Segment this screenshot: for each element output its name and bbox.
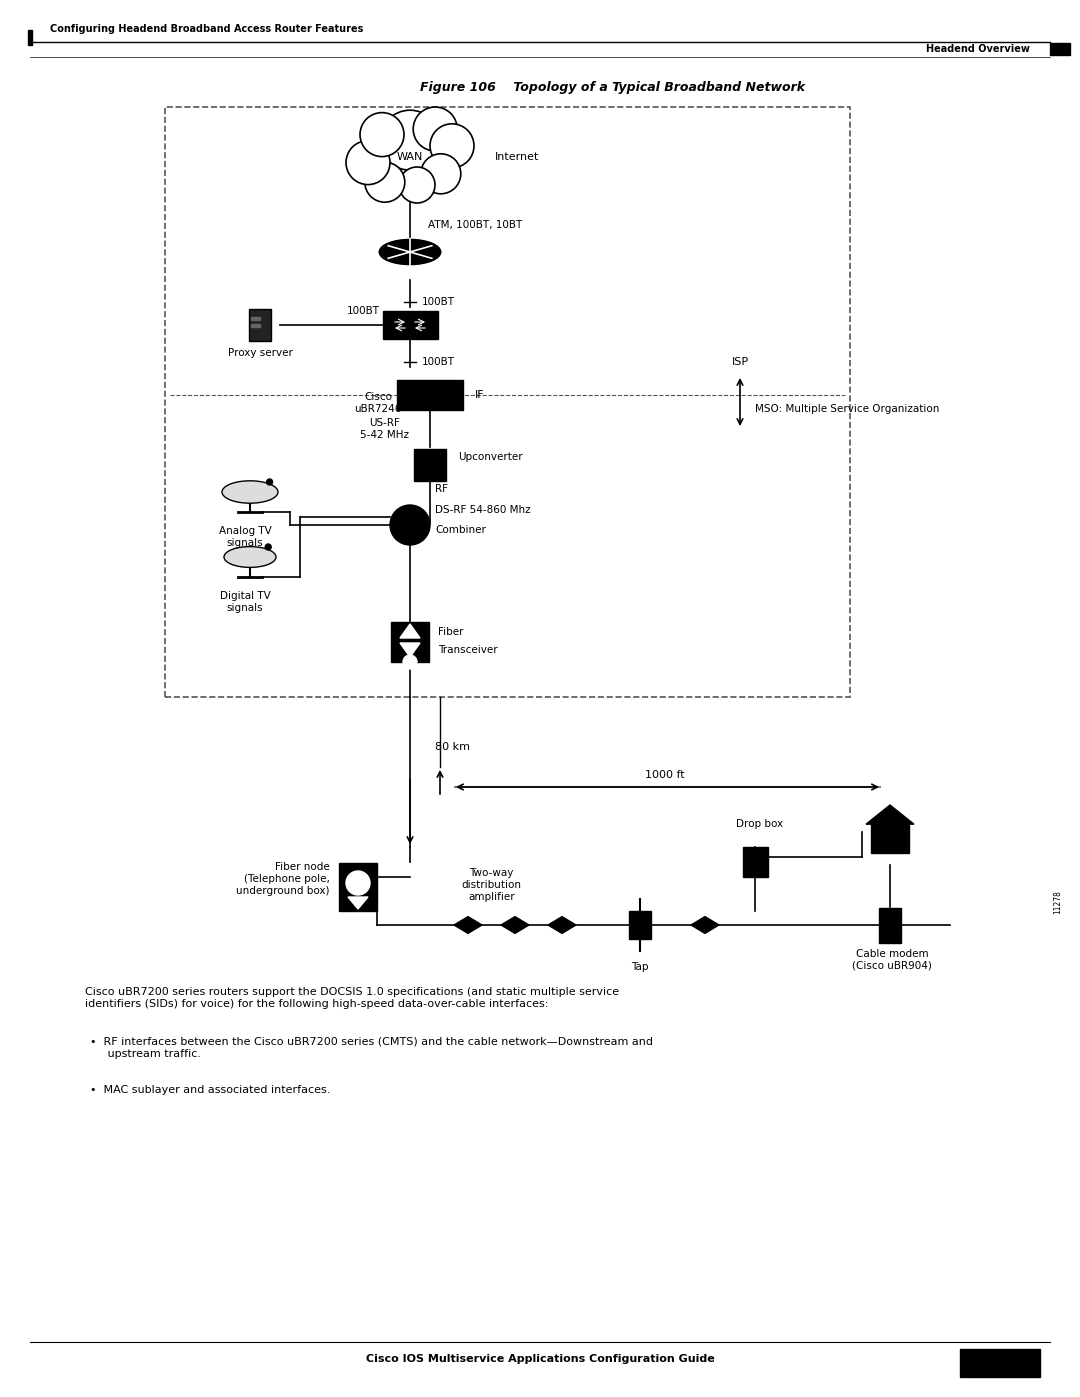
Text: •  MAC sublayer and associated interfaces.: • MAC sublayer and associated interfaces… (90, 1085, 330, 1095)
Text: 100BT: 100BT (422, 298, 455, 307)
Polygon shape (548, 916, 576, 933)
Polygon shape (691, 916, 719, 933)
Text: Headend Overview: Headend Overview (927, 43, 1030, 54)
Text: Figure 106    Topology of a Typical Broadband Network: Figure 106 Topology of a Typical Broadba… (420, 81, 805, 94)
Text: RF: RF (435, 483, 448, 495)
Text: Cisco uBR7200 series routers support the DOCSIS 1.0 specifications (and static m: Cisco uBR7200 series routers support the… (85, 988, 619, 1009)
Text: 100BT: 100BT (422, 358, 455, 367)
Bar (251, 317, 260, 320)
Bar (629, 911, 651, 939)
Bar (165, 108, 850, 697)
Circle shape (346, 141, 390, 184)
Text: Combiner: Combiner (435, 525, 486, 535)
Text: Two-way
distribution
amplifier: Two-way distribution amplifier (461, 869, 522, 901)
Polygon shape (866, 805, 914, 824)
Text: 80 km: 80 km (435, 742, 470, 752)
Circle shape (380, 110, 440, 170)
Bar (397, 380, 462, 409)
Text: Fiber node
(Telephone pole,
underground box): Fiber node (Telephone pole, underground … (237, 862, 330, 895)
Text: DS-RF 54-860 Mhz: DS-RF 54-860 Mhz (435, 504, 530, 515)
Circle shape (360, 113, 404, 156)
Polygon shape (400, 624, 420, 638)
Bar (960, 1350, 1040, 1377)
Text: Tap: Tap (631, 963, 649, 972)
Text: Proxy server: Proxy server (228, 348, 293, 358)
Circle shape (430, 124, 474, 168)
Polygon shape (400, 643, 420, 657)
Bar (743, 847, 768, 877)
Text: 1000 ft: 1000 ft (645, 770, 685, 780)
Text: Upconverter: Upconverter (458, 453, 523, 462)
Circle shape (390, 504, 430, 545)
Text: ISP: ISP (731, 358, 748, 367)
Bar (870, 824, 909, 854)
Bar (879, 908, 901, 943)
Text: •  RF interfaces between the Cisco uBR7200 series (CMTS) and the cable network—D: • RF interfaces between the Cisco uBR720… (90, 1037, 653, 1059)
Text: MSO: Multiple Service Organization: MSO: Multiple Service Organization (755, 404, 940, 414)
Polygon shape (501, 916, 529, 933)
Bar (249, 309, 271, 341)
Circle shape (414, 108, 457, 151)
Bar (28, 29, 32, 45)
Circle shape (267, 479, 272, 485)
Polygon shape (348, 897, 368, 909)
Text: Cable modem
(Cisco uBR904): Cable modem (Cisco uBR904) (852, 949, 932, 971)
Bar (391, 622, 429, 662)
Bar (382, 312, 437, 339)
Circle shape (399, 168, 435, 203)
Text: 100BT: 100BT (347, 306, 380, 316)
Text: Fiber: Fiber (438, 627, 463, 637)
Circle shape (346, 870, 370, 895)
Text: ATM, 100BT, 10BT: ATM, 100BT, 10BT (428, 219, 523, 231)
Text: IF: IF (475, 390, 485, 400)
Text: Internet: Internet (495, 152, 539, 162)
Text: WAN: WAN (396, 152, 423, 162)
Text: Cisco IOS Multiservice Applications Configuration Guide: Cisco IOS Multiservice Applications Conf… (366, 1354, 714, 1363)
Bar (251, 324, 260, 327)
Text: US-RF
5-42 MHz: US-RF 5-42 MHz (361, 418, 409, 440)
Circle shape (266, 543, 271, 550)
Text: Analog TV
signals: Analog TV signals (218, 527, 271, 548)
Text: 11278: 11278 (1053, 890, 1063, 914)
Bar (1050, 43, 1070, 54)
Ellipse shape (222, 481, 278, 503)
Text: Transceiver: Transceiver (438, 645, 498, 655)
Circle shape (403, 655, 417, 669)
Polygon shape (454, 916, 482, 933)
Circle shape (365, 162, 405, 203)
Text: Cisco
uBR7246: Cisco uBR7246 (354, 393, 402, 414)
Ellipse shape (224, 546, 276, 567)
Bar (339, 863, 377, 911)
Text: Configuring Headend Broadband Access Router Features: Configuring Headend Broadband Access Rou… (50, 24, 363, 34)
Circle shape (421, 154, 461, 194)
Bar (414, 448, 446, 481)
Ellipse shape (379, 239, 441, 264)
Text: Drop box: Drop box (737, 819, 784, 828)
Text: Digital TV
signals: Digital TV signals (219, 591, 270, 613)
